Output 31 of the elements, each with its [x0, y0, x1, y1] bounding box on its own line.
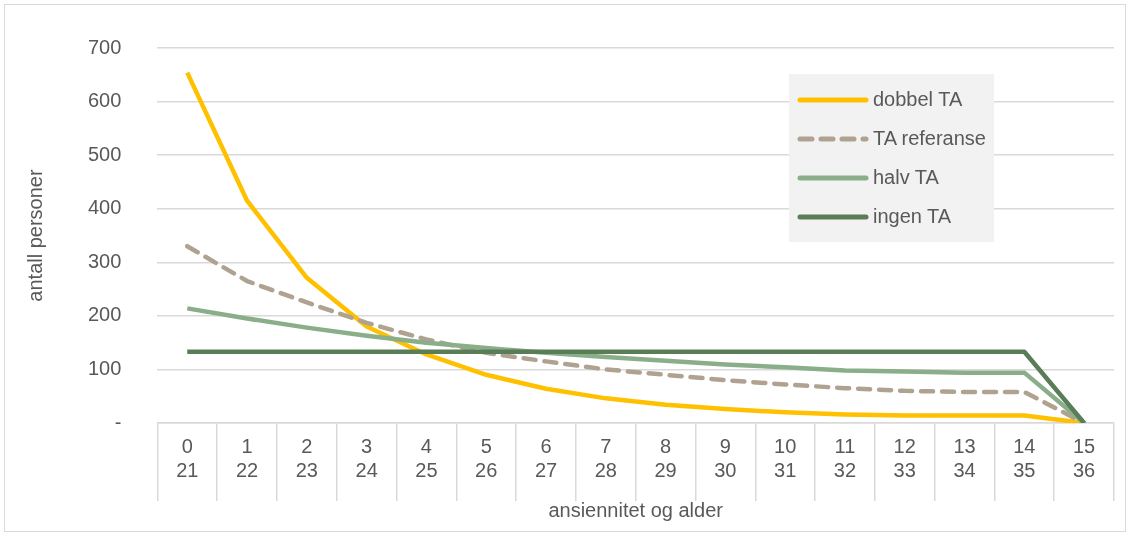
y-tick-label: 700: [87, 35, 122, 58]
x-tick-label: 9 30: [714, 434, 737, 481]
x-tick-label: 1 22: [235, 434, 259, 481]
legend-label: TA referanse: [872, 127, 986, 150]
legend-label: halv TA: [872, 166, 939, 189]
y-tick-label: 200: [87, 303, 122, 326]
x-tick-label: 10 31: [774, 434, 797, 481]
x-tick-label: 3 24: [355, 434, 378, 481]
x-tick-label: 12 33: [893, 434, 916, 481]
x-tick-label: 5 26: [475, 434, 498, 481]
y-axis-title: antall personer: [23, 169, 46, 302]
x-axis-title: ansiennitet og alder: [548, 498, 724, 521]
x-tick-label: 8 29: [654, 434, 677, 481]
x-tick-label: 15 36: [1072, 434, 1096, 481]
x-tick-label: 6 27: [534, 434, 558, 481]
x-tick-label: 14 35: [1013, 434, 1036, 481]
x-tick-label: 4 25: [415, 434, 438, 481]
y-tick-label: 400: [87, 196, 122, 219]
x-tick-label: 0 21: [176, 434, 199, 481]
x-tick-label: 7 28: [594, 434, 617, 481]
y-tick-label: 100: [87, 356, 122, 379]
y-tick-label: 300: [87, 249, 122, 272]
x-tick-label: 11 32: [833, 434, 857, 481]
y-tick-label: 500: [87, 142, 122, 165]
y-tick-label: -: [114, 410, 122, 433]
legend-label: ingen TA: [872, 205, 952, 228]
legend-label: dobbel TA: [872, 88, 963, 111]
line-series: [185, 243, 1087, 423]
y-tick-label: 600: [87, 89, 122, 112]
x-tick-label: 2 23: [295, 434, 318, 481]
x-tick-label: 13 34: [953, 434, 976, 481]
